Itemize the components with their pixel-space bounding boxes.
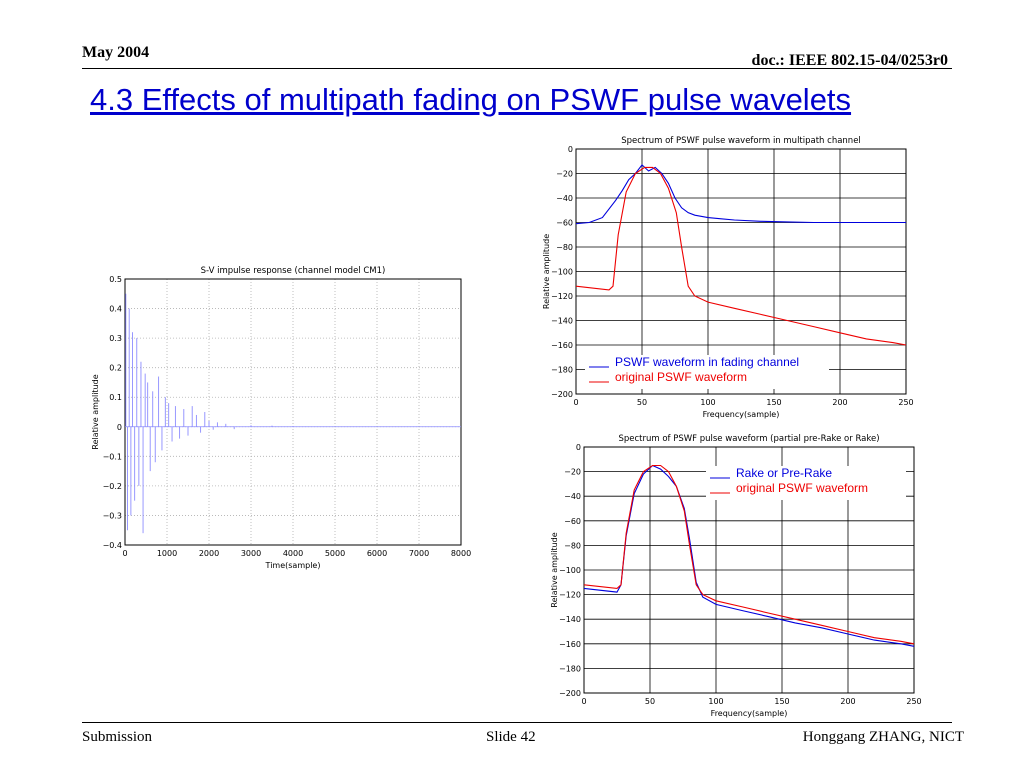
plot-frame (124, 278, 462, 546)
impulse-series (125, 293, 294, 534)
y-tick-label: −160 (559, 640, 581, 649)
y-tick-label: 0.5 (109, 275, 122, 284)
y-tick-label: 0.3 (109, 334, 122, 343)
x-tick-label: 250 (906, 697, 921, 706)
y-tick-label: −140 (559, 615, 581, 624)
legend-entry: original PSWF waveform (615, 370, 747, 384)
x-tick-label: 150 (774, 697, 789, 706)
legend-entry: original PSWF waveform (736, 481, 868, 495)
x-tick-label: 50 (645, 697, 655, 706)
footer-submission: Submission (82, 729, 153, 745)
impulse-response-chart: S-V impulse response (channel model CM1)… (91, 266, 471, 570)
x-tick-label: 50 (637, 398, 647, 407)
x-tick-label: 250 (898, 398, 913, 407)
x-tick-label: 1000 (157, 549, 177, 558)
y-tick-label: 0.4 (109, 305, 122, 314)
x-tick-label: 150 (766, 398, 781, 407)
series-line-blue (583, 464, 915, 647)
y-tick-label: −0.3 (103, 511, 122, 520)
y-tick-label: −80 (556, 243, 573, 252)
y-tick-label: 0 (117, 423, 122, 432)
y-tick-label: −60 (556, 219, 573, 228)
x-tick-label: 8000 (451, 549, 471, 558)
x-tick-label: 2000 (199, 549, 219, 558)
y-tick-label: −140 (551, 317, 573, 326)
y-tick-label: −200 (551, 390, 573, 399)
footer-author: Honggang ZHANG, NICT (802, 729, 964, 745)
x-tick-label: 0 (581, 697, 586, 706)
slide-title[interactable]: 4.3 Effects of multipath fading on PSWF … (90, 82, 852, 117)
y-tick-label: 0.1 (109, 393, 122, 402)
y-tick-label: −80 (564, 541, 581, 550)
x-tick-label: 100 (708, 697, 723, 706)
y-tick-label: −40 (564, 492, 581, 501)
y-tick-label: −60 (564, 517, 581, 526)
y-axis-label: Relative amplitude (542, 234, 551, 309)
x-tick-label: 0 (573, 398, 578, 407)
footer-divider (82, 722, 952, 723)
x-axis-label: Frequency(sample) (711, 709, 788, 718)
y-tick-label: −0.4 (103, 541, 122, 550)
series-line-red (575, 166, 907, 346)
y-tick-label: −0.2 (103, 482, 122, 491)
x-axis-label: Time(sample) (265, 561, 321, 570)
y-tick-label: −100 (559, 566, 581, 575)
legend-entry: PSWF waveform in fading channel (615, 355, 799, 369)
chart-title: Spectrum of PSWF pulse waveform in multi… (621, 136, 861, 146)
y-tick-label: −120 (559, 591, 581, 600)
chart-title: S-V impulse response (channel model CM1) (201, 266, 386, 276)
multipath-spectrum-chart: Spectrum of PSWF pulse waveform in multi… (542, 136, 914, 419)
y-tick-label: −180 (551, 366, 573, 375)
y-tick-label: −100 (551, 268, 573, 277)
x-tick-label: 0 (122, 549, 127, 558)
y-tick-label: −200 (559, 689, 581, 698)
legend-background (706, 466, 906, 500)
y-tick-label: −20 (556, 170, 573, 179)
header-date: May 2004 (82, 44, 150, 61)
x-axis-label: Frequency(sample) (703, 410, 780, 419)
x-tick-label: 100 (700, 398, 715, 407)
y-tick-label: −40 (556, 194, 573, 203)
y-tick-label: −20 (564, 468, 581, 477)
series-line-blue (575, 164, 906, 225)
x-tick-label: 200 (840, 697, 855, 706)
header-divider (82, 68, 952, 69)
legend-background (585, 355, 829, 389)
x-tick-label: 6000 (367, 549, 387, 558)
legend-entry: Rake or Pre-Rake (736, 466, 832, 480)
header-doc-id: doc.: IEEE 802.15-04/0253r0 (751, 52, 948, 69)
y-tick-label: 0 (568, 145, 573, 154)
y-axis-label: Relative amplitude (550, 532, 559, 607)
x-tick-label: 3000 (241, 549, 261, 558)
footer-slide-number: Slide 42 (486, 729, 536, 745)
y-axis-label: Relative amplitude (91, 374, 100, 449)
y-tick-label: 0 (576, 443, 581, 452)
x-tick-label: 4000 (283, 549, 303, 558)
x-tick-label: 7000 (409, 549, 429, 558)
y-tick-label: 0.2 (109, 364, 122, 373)
y-tick-label: −160 (551, 341, 573, 350)
series-line-red (583, 464, 915, 645)
rake-spectrum-chart: Spectrum of PSWF pulse waveform (partial… (550, 434, 922, 718)
y-tick-label: −0.1 (103, 452, 122, 461)
plot-frame (575, 148, 907, 395)
y-tick-label: −120 (551, 292, 573, 301)
chart-title: Spectrum of PSWF pulse waveform (partial… (618, 434, 879, 444)
legend: PSWF waveform in fading channeloriginal … (585, 355, 829, 389)
plot-frame (583, 446, 915, 694)
y-tick-label: −180 (559, 664, 581, 673)
x-tick-label: 5000 (325, 549, 345, 558)
x-tick-label: 200 (832, 398, 847, 407)
